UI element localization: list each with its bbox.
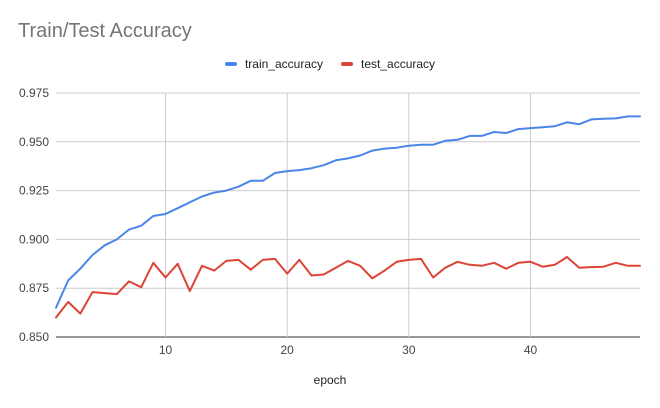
series-line-train-accuracy [55,115,641,309]
y-tick-label: 0.950 [19,135,49,149]
legend: train_accuracy test_accuracy [0,57,660,71]
legend-swatch-train [224,62,237,66]
y-tick-label: 0.900 [19,232,49,246]
x-tick-label: 40 [524,343,538,357]
y-tick-label: 0.875 [19,281,49,295]
x-axis-label: epoch [313,373,347,387]
x-tick-label: 10 [159,343,173,357]
y-tick-label: 0.850 [19,330,49,344]
y-tick-label: 0.975 [19,86,49,100]
legend-label-test: test_accuracy [361,57,436,71]
legend-swatch-test [341,62,353,66]
x-tick-label: 30 [402,343,416,357]
y-tick-label: 0.925 [19,184,49,198]
legend-item-test[interactable]: test_accuracy [341,57,435,71]
legend-item-train[interactable]: train_accuracy [224,57,323,71]
legend-label-train: train_accuracy [244,57,323,71]
chart-title: Train/Test Accuracy [18,20,192,42]
series-line-test-accuracy [55,256,641,319]
x-tick-label: 20 [280,343,294,357]
